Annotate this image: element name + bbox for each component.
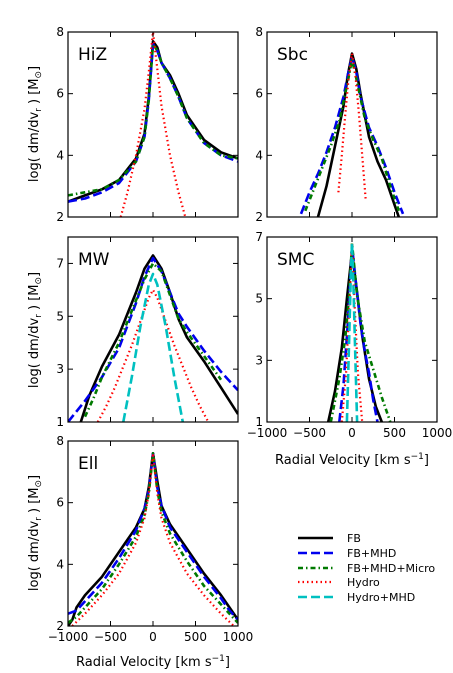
x-tick-label-smc: 0 [348,426,356,440]
y-tick-label-mw: 1 [56,415,64,429]
series-line-smc-hydro-mhd [345,241,359,422]
x-axis-label-1: Radial Velocity [km s−1] [275,452,429,468]
series-line-hiz-fb-mhd [68,42,238,203]
y-tick-label-sbc: 4 [255,148,263,162]
legend: FB FB+MHD FB+MHD+Micro Hydro Hydro+MHD [298,532,435,604]
series-line-sbc-fb-mhd-micro [304,58,401,212]
y-tick-label-hiz: 4 [56,148,64,162]
legend-label-hydro-mhd: Hydro+MHD [347,591,415,604]
series-line-ell-hydro [71,452,235,626]
y-tick-label-sbc: 2 [255,210,263,224]
series-line-hiz-fb [68,39,238,203]
y-axis-label-3: log( dm/dvr ) [M⊙] [27,475,44,591]
y-tick-label-mw: 5 [56,309,64,323]
x-tick-label-smc: −500 [293,426,326,440]
panel-mw-lines [68,254,238,422]
y-tick-label-smc: 5 [255,292,263,306]
panel-mw: 1 3 5 7 MW [56,236,239,429]
x-tick-label-ell: 0 [149,630,157,644]
panel-sbc: 2 4 6 8 Sbc [255,25,438,224]
x-tick-label-ell: 500 [184,630,207,644]
legend-label-hydro: Hydro [347,576,380,589]
legend-label-fb: FB [347,532,361,545]
y-tick-label-mw: 3 [56,362,64,376]
series-line-sbc-fb [316,52,401,217]
y-tick-label-smc: 3 [255,353,263,367]
series-line-mw-fb [79,254,238,422]
panel-label-ell: Ell [78,454,98,474]
series-line-mw-fb-mhd [68,256,238,422]
x-tick-label-smc: 1000 [422,426,453,440]
y-axis-label-1: log( dm/dvr ) [M⊙] [27,66,44,182]
legend-entry-hydro: Hydro [298,576,380,589]
y-tick-label-hiz: 8 [56,25,64,39]
x-tick-label-ell: −500 [94,630,127,644]
y-tick-label-mw: 7 [56,256,64,270]
legend-entry-hydro-mhd: Hydro+MHD [298,591,415,604]
series-line-mw-fb-mhd-micro [83,262,223,418]
y-axis-label-2: log( dm/dvr ) [M⊙] [27,272,44,388]
y-tick-label-ell: 2 [56,619,64,633]
legend-label-fb-mhd: FB+MHD [347,547,396,560]
panel-label-mw: MW [78,250,110,270]
y-tick-label-hiz: 6 [56,87,64,101]
panel-hiz-lines [68,32,238,217]
y-tick-label-sbc: 8 [255,25,263,39]
y-tick-label-smc: 7 [255,230,263,244]
legend-entry-fb-mhd-micro: FB+MHD+Micro [298,562,435,575]
x-tick-label-ell: 1000 [223,630,254,644]
x-tick-label-smc: 500 [383,426,406,440]
panel-sbc-lines [299,52,405,217]
series-line-smc-fb-mhd-micro [329,241,392,422]
x-tick-label-smc: −1000 [247,426,288,440]
panel-label-hiz: HiZ [78,45,107,65]
legend-entry-fb: FB [298,532,361,545]
series-line-mw-hydro-mhd [122,272,185,422]
legend-entry-fb-mhd: FB+MHD [298,547,396,560]
series-line-hiz-hydro [119,32,187,217]
y-tick-label-smc: 1 [255,415,263,429]
x-tick-label-ell: −1000 [48,630,89,644]
series-line-ell-fb-mhd-micro [68,451,238,624]
panel-smc-lines [326,241,392,422]
x-axis-label-2: Radial Velocity [km s−1] [76,654,230,670]
y-tick-label-ell: 8 [56,434,64,448]
series-line-hiz-fb-mhd-micro [68,42,238,197]
y-tick-label-hiz: 2 [56,210,64,224]
series-line-sbc-fb-mhd [299,55,405,215]
y-tick-label-ell: 4 [56,557,64,571]
panel-hiz: 2 4 6 8 HiZ [56,25,239,224]
panel-ell-lines [68,451,238,626]
panel-smc: 1 3 5 7 −1000 −500 0 500 1000 SMC [247,230,453,440]
y-tick-label-sbc: 6 [255,87,263,101]
series-line-sbc-hydro [337,52,367,199]
panel-ell: 2 4 6 8 −1000 −500 0 500 1000 Ell [48,434,254,644]
panel-label-smc: SMC [277,250,314,270]
legend-label-fb-mhd-micro: FB+MHD+Micro [347,562,435,575]
series-line-mw-hydro [96,288,210,422]
panel-label-sbc: Sbc [277,45,308,65]
y-tick-label-ell: 6 [56,496,64,510]
